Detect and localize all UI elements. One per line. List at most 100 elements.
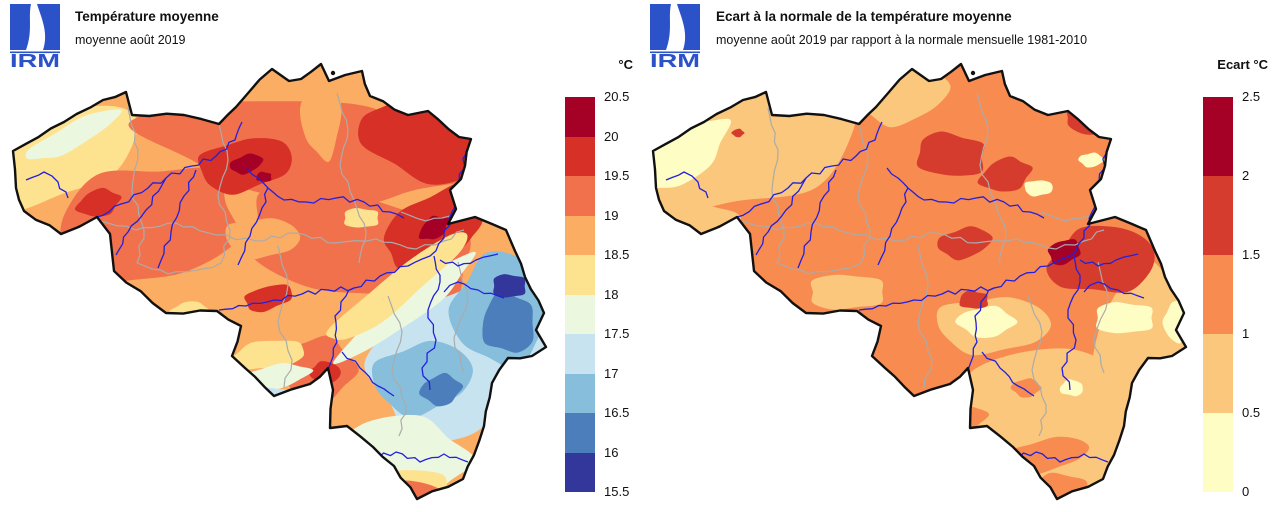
left-panel-header: Température moyenne moyenne août 2019 <box>75 9 219 47</box>
legend-band <box>565 334 595 374</box>
province-border-line <box>767 107 785 264</box>
river-line <box>439 253 499 267</box>
right-legend-colorbar <box>1203 97 1233 492</box>
province-border-line <box>857 123 871 264</box>
right-legend: Ecart °C 2.5 2 1.5 1 0.5 0 <box>1203 57 1280 505</box>
legend-band <box>1203 334 1233 413</box>
right-map-subtitle: moyenne août 2019 par rapport à la norma… <box>716 33 1088 47</box>
river-line <box>665 171 709 199</box>
province-border-line <box>917 245 933 389</box>
color-region <box>1024 180 1053 197</box>
enclave-dot <box>330 70 336 76</box>
color-region <box>731 128 745 138</box>
color-region <box>258 387 290 400</box>
river-line <box>981 351 1035 397</box>
legend-band <box>1203 176 1233 255</box>
legend-band <box>565 97 595 137</box>
legend-band <box>565 373 595 413</box>
color-region <box>326 232 468 340</box>
color-region <box>977 156 1033 192</box>
river-line <box>237 187 269 266</box>
river-line <box>443 281 505 299</box>
color-region <box>1096 302 1153 334</box>
color-region <box>810 274 884 310</box>
color-region <box>229 153 264 175</box>
color-region <box>1059 379 1083 397</box>
enclave-dot <box>970 70 976 76</box>
river-line <box>1061 255 1081 391</box>
logo-left-shape <box>10 4 31 50</box>
color-region <box>897 404 990 434</box>
color-region <box>482 290 534 353</box>
province-border-line <box>1093 261 1109 374</box>
river-line <box>267 187 405 219</box>
province-border-line <box>136 262 222 275</box>
color-region <box>25 109 122 160</box>
legend-tick-label: 19.5 <box>604 168 630 183</box>
legend-tick-label: 20.5 <box>604 89 630 104</box>
logo-rule <box>650 51 700 54</box>
logo-left-shape <box>650 4 671 50</box>
legend-tick-label: 17 <box>604 365 619 381</box>
river-line <box>797 169 837 269</box>
right-map-title: Ecart à la normale de la température moy… <box>716 9 1012 24</box>
map-fill-regions <box>13 64 546 499</box>
legend-tick-label: 18 <box>604 286 619 302</box>
province-border-line <box>976 92 995 201</box>
river-line <box>907 187 1045 219</box>
left-legend: °C 20.5 20 19.5 19 18.5 18 17.5 17 16.5 16 15.5 <box>565 57 685 505</box>
irm-logo-graphic: IRM <box>10 4 60 71</box>
belgium-map-temperature <box>6 60 554 507</box>
color-region <box>1047 239 1081 266</box>
color-region <box>916 131 985 176</box>
color-region <box>937 226 993 261</box>
legend-tick-label: 17.5 <box>604 326 630 341</box>
left-legend-unit: °C <box>618 57 633 72</box>
legend-band <box>1203 255 1233 334</box>
province-border-line <box>127 107 145 264</box>
irm-logo-graphic: IRM <box>650 4 700 71</box>
color-region <box>344 208 379 228</box>
river-line <box>115 121 243 256</box>
river-line <box>1079 253 1139 267</box>
province-border-line <box>387 295 407 437</box>
irm-logo: IRM <box>648 3 704 71</box>
river-line <box>755 121 883 256</box>
province-border-line <box>736 219 1105 250</box>
province-border-line <box>217 123 231 264</box>
belgium-map-svg <box>11 62 548 501</box>
color-region <box>955 305 1018 338</box>
country-border <box>11 62 548 501</box>
legend-tick-label: 18.5 <box>604 247 630 262</box>
irm-logo: IRM <box>8 3 64 71</box>
color-region <box>419 372 464 407</box>
legend-tick-label: 19 <box>604 207 619 223</box>
color-region <box>228 340 305 371</box>
legend-tick-label: 0.5 <box>1242 405 1261 420</box>
province-border-line <box>1027 295 1047 437</box>
legend-band <box>1203 413 1233 492</box>
logo-text: IRM <box>10 51 60 69</box>
province-border-line <box>336 92 355 201</box>
river-line <box>25 171 69 199</box>
legend-tick-label: 2.5 <box>1242 89 1261 104</box>
river-line <box>1083 281 1145 299</box>
color-region <box>299 64 342 163</box>
legend-band <box>1203 97 1233 176</box>
logo-right-shape <box>677 4 700 50</box>
legend-tick-label: 20 <box>604 128 619 144</box>
river-line <box>421 255 441 391</box>
province-border-line <box>96 219 465 250</box>
legend-tick-label: 16.5 <box>604 405 630 420</box>
legend-band <box>565 136 595 176</box>
map-fill-regions <box>653 64 1186 499</box>
logo-rule <box>10 51 60 54</box>
river-line <box>886 167 909 189</box>
legend-band <box>565 255 595 295</box>
legend-tick-label: 1 <box>1242 326 1250 341</box>
legend-band <box>565 294 595 334</box>
province-border-line <box>776 262 862 275</box>
right-panel-header: Ecart à la normale de la température moy… <box>716 9 1087 47</box>
color-region <box>493 274 526 298</box>
river-line <box>218 286 355 311</box>
